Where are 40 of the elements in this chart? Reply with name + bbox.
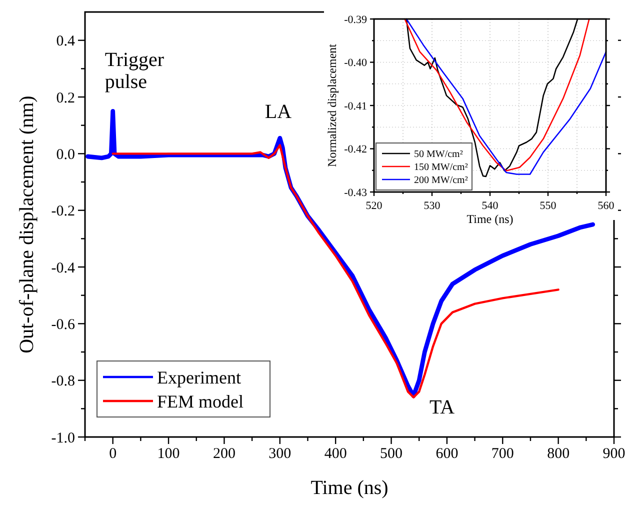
- x-tick-label: 520: [366, 200, 383, 212]
- annotation: Trigger pulse: [104, 49, 164, 94]
- y-tick-label: -0.43: [344, 186, 368, 199]
- x-tick-label: 500: [380, 446, 403, 462]
- y-tick-label: -0.2: [51, 204, 75, 220]
- x-tick-label: 900: [602, 446, 626, 462]
- annotation: TA: [430, 396, 456, 418]
- y-tick-label: -0.42: [344, 144, 367, 156]
- legend-label: 50 MW/cm²: [414, 149, 463, 160]
- y-tick-label: 0.0: [56, 146, 75, 163]
- x-tick-label: 100: [157, 446, 180, 462]
- x-tick-label: 700: [491, 446, 514, 462]
- x-tick-label: 560: [598, 200, 615, 212]
- x-tick-label: 200: [212, 446, 236, 462]
- legend-label: 150 MW/cm²: [414, 162, 468, 173]
- legend-label: Experiment: [157, 367, 241, 388]
- y-tick-label: -0.6: [51, 316, 76, 333]
- x-tick-label: 800: [547, 446, 570, 462]
- x-tick-label: 550: [540, 200, 557, 212]
- y-tick-label: 0.4: [56, 34, 76, 50]
- y-tick-label: -1.0: [51, 430, 75, 446]
- x-tick-label: 600: [436, 446, 458, 462]
- y-tick-label: -0.40: [344, 57, 368, 70]
- x-tick-label: 530: [424, 200, 441, 212]
- x-tick-label: 0: [109, 446, 117, 462]
- y-tick-label: -0.4: [51, 260, 76, 276]
- x-axis-title: Time (ns): [466, 212, 514, 226]
- y-tick-label: -0.41: [344, 100, 367, 112]
- annotation: LA: [264, 101, 292, 124]
- x-axis-title: Time (ns): [310, 477, 388, 499]
- y-axis-title: Out-of-plane displacement (nm): [16, 96, 38, 354]
- y-tick-label: 0.2: [56, 90, 75, 106]
- y-tick-label: -0.39: [344, 14, 368, 26]
- legend-label: FEM model: [157, 391, 244, 412]
- x-tick-label: 400: [324, 446, 347, 462]
- legend-label: 200 MW/cm²: [414, 175, 468, 186]
- x-tick-label: 540: [482, 200, 499, 212]
- y-tick-label: -0.8: [51, 374, 75, 390]
- x-tick-label: 300: [268, 446, 292, 462]
- y-axis-title: Normalized displacement: [325, 43, 339, 167]
